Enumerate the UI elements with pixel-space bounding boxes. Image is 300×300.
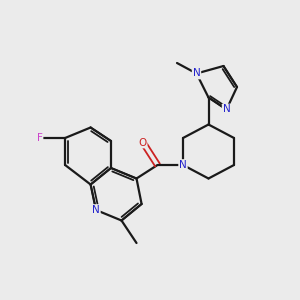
- Text: N: N: [193, 68, 200, 79]
- Text: O: O: [138, 137, 147, 148]
- Text: N: N: [179, 160, 187, 170]
- Text: F: F: [37, 133, 43, 143]
- Text: N: N: [92, 205, 100, 215]
- Text: N: N: [223, 104, 230, 115]
